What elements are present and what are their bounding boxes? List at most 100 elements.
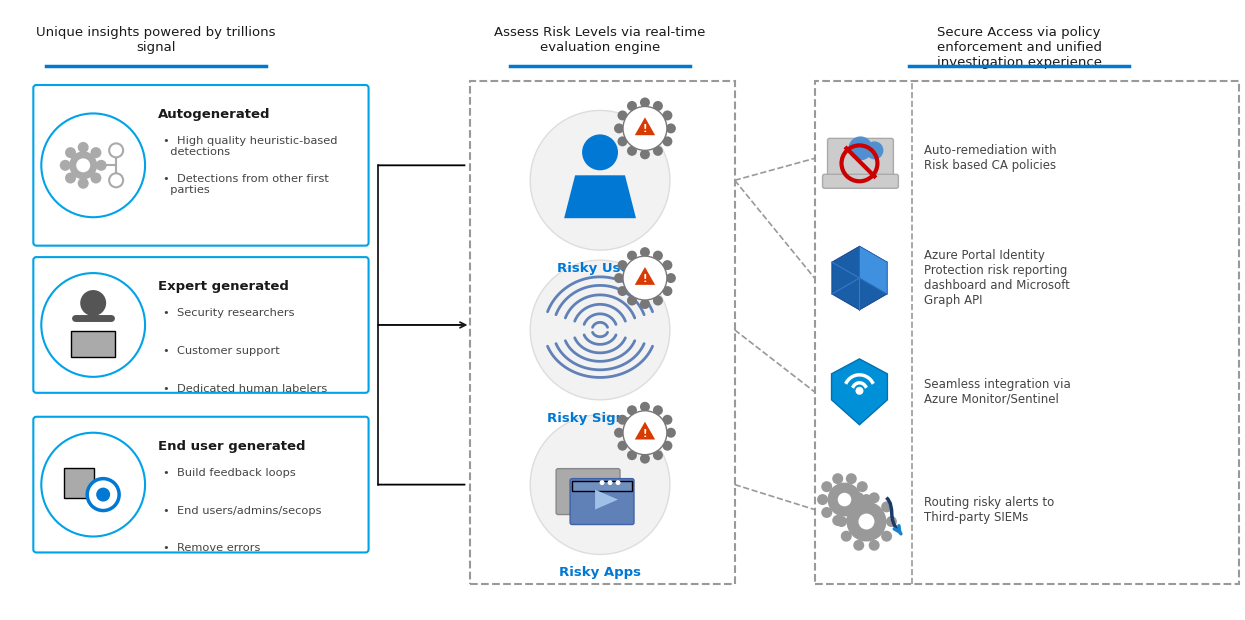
Circle shape: [662, 136, 672, 146]
Text: Secure Access via policy
enforcement and unified
investigation experience: Secure Access via policy enforcement and…: [936, 25, 1102, 69]
FancyBboxPatch shape: [34, 417, 369, 552]
Circle shape: [622, 411, 667, 454]
Text: Azure Portal Identity
Protection risk reporting
dashboard and Microsoft
Graph AP: Azure Portal Identity Protection risk re…: [924, 249, 1071, 307]
Polygon shape: [635, 117, 655, 135]
Text: Autogenerated: Autogenerated: [158, 108, 270, 121]
Text: Risky Sign-ins: Risky Sign-ins: [548, 412, 652, 425]
Text: Seamless integration via
Azure Monitor/Sentinel: Seamless integration via Azure Monitor/S…: [924, 378, 1071, 406]
Circle shape: [865, 141, 884, 159]
Circle shape: [881, 502, 893, 512]
Circle shape: [530, 415, 670, 554]
Circle shape: [869, 492, 880, 503]
Text: Routing risky alerts to
Third-party SIEMs: Routing risky alerts to Third-party SIEM…: [924, 495, 1055, 523]
Circle shape: [652, 296, 662, 306]
Circle shape: [627, 250, 637, 260]
Circle shape: [662, 441, 672, 451]
Circle shape: [600, 480, 605, 485]
Circle shape: [652, 101, 662, 111]
Circle shape: [640, 247, 650, 257]
Circle shape: [652, 146, 662, 156]
Polygon shape: [635, 267, 655, 285]
Circle shape: [837, 516, 847, 527]
Circle shape: [530, 260, 670, 400]
Circle shape: [862, 494, 872, 505]
FancyBboxPatch shape: [34, 257, 369, 393]
Circle shape: [652, 405, 662, 415]
Circle shape: [70, 151, 97, 179]
Circle shape: [77, 178, 88, 188]
Circle shape: [614, 123, 624, 133]
FancyBboxPatch shape: [65, 467, 95, 498]
Circle shape: [652, 250, 662, 260]
Text: !: !: [642, 274, 647, 284]
Circle shape: [640, 402, 650, 412]
Circle shape: [640, 97, 650, 107]
Circle shape: [608, 480, 613, 485]
Text: •  Detections from other first
  parties: • Detections from other first parties: [163, 174, 329, 195]
Polygon shape: [859, 246, 888, 294]
Circle shape: [618, 260, 627, 270]
Circle shape: [828, 482, 862, 516]
Circle shape: [662, 110, 672, 120]
Circle shape: [853, 540, 864, 551]
Text: Risky Users: Risky Users: [557, 262, 644, 275]
Circle shape: [110, 143, 123, 157]
Text: •  Build feedback loops: • Build feedback loops: [163, 467, 296, 477]
Circle shape: [96, 160, 107, 171]
Circle shape: [627, 405, 637, 415]
FancyBboxPatch shape: [557, 469, 620, 515]
Circle shape: [832, 515, 843, 526]
Circle shape: [832, 473, 843, 484]
Circle shape: [859, 513, 874, 529]
Circle shape: [662, 286, 672, 296]
Text: Assess Risk Levels via real-time
evaluation engine: Assess Risk Levels via real-time evaluat…: [494, 25, 706, 54]
Circle shape: [110, 174, 123, 187]
FancyBboxPatch shape: [573, 480, 632, 490]
Circle shape: [840, 502, 852, 512]
Circle shape: [881, 531, 893, 542]
Circle shape: [662, 415, 672, 425]
Text: •  Security researchers: • Security researchers: [163, 308, 295, 318]
FancyBboxPatch shape: [34, 85, 369, 246]
Text: •  Remove errors: • Remove errors: [163, 544, 260, 554]
Circle shape: [640, 149, 650, 159]
Circle shape: [614, 273, 624, 283]
Circle shape: [627, 101, 637, 111]
Text: Risky Apps: Risky Apps: [559, 567, 641, 580]
Circle shape: [845, 515, 857, 526]
Circle shape: [666, 428, 676, 438]
Circle shape: [622, 256, 667, 300]
Circle shape: [77, 142, 88, 153]
Circle shape: [847, 502, 886, 541]
Circle shape: [666, 273, 676, 283]
Circle shape: [614, 428, 624, 438]
Circle shape: [627, 146, 637, 156]
Circle shape: [76, 158, 90, 172]
Circle shape: [849, 136, 873, 161]
Circle shape: [91, 172, 101, 184]
Circle shape: [857, 507, 868, 518]
FancyBboxPatch shape: [828, 138, 894, 180]
Polygon shape: [832, 359, 888, 425]
Circle shape: [857, 481, 868, 492]
Text: Unique insights powered by trillions
signal: Unique insights powered by trillions sig…: [36, 25, 276, 54]
Circle shape: [822, 507, 832, 518]
Circle shape: [666, 123, 676, 133]
Circle shape: [96, 487, 110, 502]
Polygon shape: [832, 246, 888, 310]
Circle shape: [91, 147, 101, 158]
Circle shape: [886, 516, 896, 527]
Polygon shape: [595, 490, 618, 510]
Circle shape: [840, 531, 852, 542]
Text: Expert generated: Expert generated: [158, 280, 289, 293]
Circle shape: [838, 493, 852, 507]
Circle shape: [817, 494, 828, 505]
Circle shape: [41, 433, 146, 536]
Circle shape: [822, 481, 832, 492]
Circle shape: [80, 290, 106, 316]
Circle shape: [640, 299, 650, 309]
Circle shape: [640, 454, 650, 464]
Polygon shape: [564, 175, 636, 218]
Circle shape: [618, 415, 627, 425]
Circle shape: [627, 450, 637, 460]
